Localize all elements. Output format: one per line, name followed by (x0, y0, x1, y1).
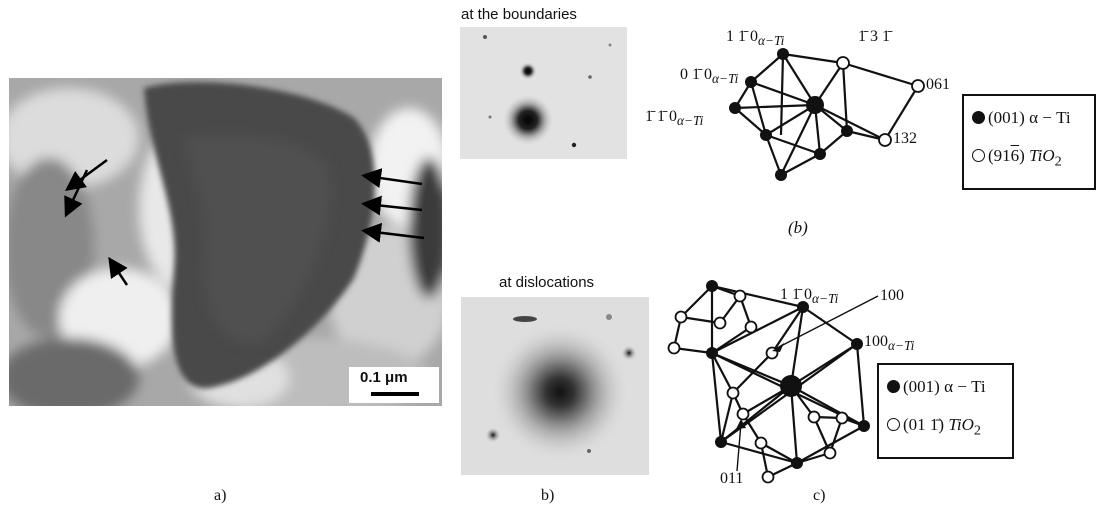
reflection-label-c-011: 011 (720, 470, 744, 487)
pattern-title-dislocations: at dislocations (499, 274, 595, 291)
reflection-label-c-100-pointer: 100 (880, 287, 904, 304)
arrow-2 (64, 169, 89, 218)
reflection-label-b-110: 1 1̄ 0α−Ti (726, 28, 785, 49)
indexing-diagram-b (729, 48, 925, 181)
legend-b: (001) α − Ti (916) TiO2 (962, 94, 1096, 190)
legend-b-filled: (001) α − Ti (972, 108, 1071, 128)
arrow-3 (108, 256, 129, 286)
filled-circle-icon (972, 111, 985, 124)
diffraction-pattern-dislocations (461, 297, 649, 475)
open-circle-icon (972, 149, 985, 162)
legend-c: (001) α − Ti (01 1̄) TiO2 (877, 363, 1014, 459)
alpha-ti-spots-b (729, 48, 853, 181)
open-circle-icon (887, 418, 900, 431)
arrow-6 (361, 195, 423, 216)
diffraction-pattern-boundaries (460, 27, 627, 159)
tio2-spots-b (836, 56, 925, 147)
reflection-label-c-110: 1 1̄ 0α−Ti (780, 286, 839, 307)
reflection-label-b-131: 1̄ 3 1̄ (858, 28, 890, 45)
scale-bar: 0.1 μm (349, 367, 439, 403)
reflection-label-b-132: 132 (893, 130, 917, 147)
pointer-lines-c (736, 295, 879, 472)
lattice-lines-c (672, 284, 866, 478)
caption-c: c) (813, 487, 826, 504)
legend-c-filled: (001) α − Ti (887, 377, 986, 397)
tem-micrograph: 0.1 μm (9, 78, 442, 406)
diagram-b-caption: (b) (788, 218, 808, 237)
reflection-label-b-1-10: 1̄ 1̄ 0α−Ti (645, 108, 704, 129)
arrow-markers (64, 158, 425, 286)
reflection-label-c-100: 100α−Ti (864, 333, 915, 354)
caption-a: a) (214, 487, 227, 504)
arrow-5 (361, 222, 425, 243)
lattice-lines-b (734, 52, 919, 176)
reflection-label-b-061: 061 (926, 76, 950, 93)
micrograph-texture (9, 78, 442, 406)
reflection-label-b-010: 0 1̄ 0α−Ti (680, 66, 739, 87)
arrow-4 (361, 168, 423, 189)
caption-b: b) (541, 487, 555, 504)
arrow-1 (64, 158, 108, 191)
tio2-spots-c (667, 289, 849, 484)
indexing-diagram-c (667, 280, 879, 484)
scale-bar-line (371, 392, 419, 396)
filled-circle-icon (887, 380, 900, 393)
legend-b-open: (916) TiO2 (972, 146, 1062, 170)
alpha-ti-spots-c (706, 280, 870, 469)
pattern-title-boundaries: at the boundaries (461, 6, 577, 23)
legend-c-open: (01 1̄) TiO2 (887, 415, 981, 439)
scale-bar-label: 0.1 μm (360, 369, 408, 386)
